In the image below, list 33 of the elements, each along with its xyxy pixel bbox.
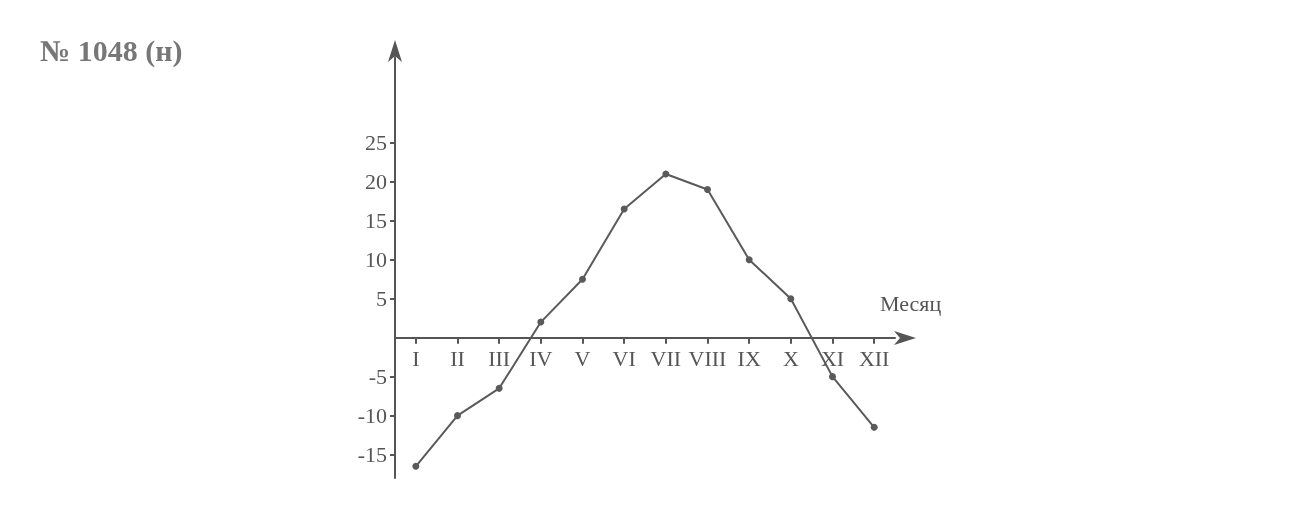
y-tick-label: 10 <box>365 247 387 273</box>
x-tick-label: II <box>450 346 465 372</box>
point <box>412 462 420 470</box>
x-tick-label: XII <box>858 346 890 372</box>
point <box>537 318 545 326</box>
y-tick-label: -15 <box>357 442 387 468</box>
x-tick-label: IX <box>737 346 761 372</box>
point <box>829 373 836 381</box>
point <box>454 412 461 420</box>
x-tick-label: IV <box>529 346 553 372</box>
point <box>745 256 753 264</box>
point <box>704 186 711 194</box>
point <box>787 295 795 303</box>
y-tick-label: 15 <box>365 208 387 234</box>
text: № 1048 (н) <box>40 33 183 68</box>
x-tick-label: III <box>488 346 511 372</box>
y-tick-label: -10 <box>357 403 387 429</box>
y-tick-label: 20 <box>365 169 387 195</box>
point <box>870 423 878 431</box>
point <box>620 205 628 213</box>
x-tick-label: VII <box>650 346 682 372</box>
x-tick-label: I <box>412 346 420 372</box>
x-tick-label: VI <box>612 346 636 372</box>
y-tick-label: -5 <box>368 364 387 390</box>
y-tick-label: 5 <box>376 286 387 312</box>
y-tick-label: 25 <box>365 130 387 156</box>
point <box>662 170 670 178</box>
x-tick-label: VIII <box>688 346 727 372</box>
point <box>495 384 503 392</box>
x-tick-label: X <box>782 346 799 372</box>
x-axis-title: Месяц <box>880 291 942 317</box>
point <box>579 275 586 283</box>
x-tick-label: V <box>574 346 591 372</box>
